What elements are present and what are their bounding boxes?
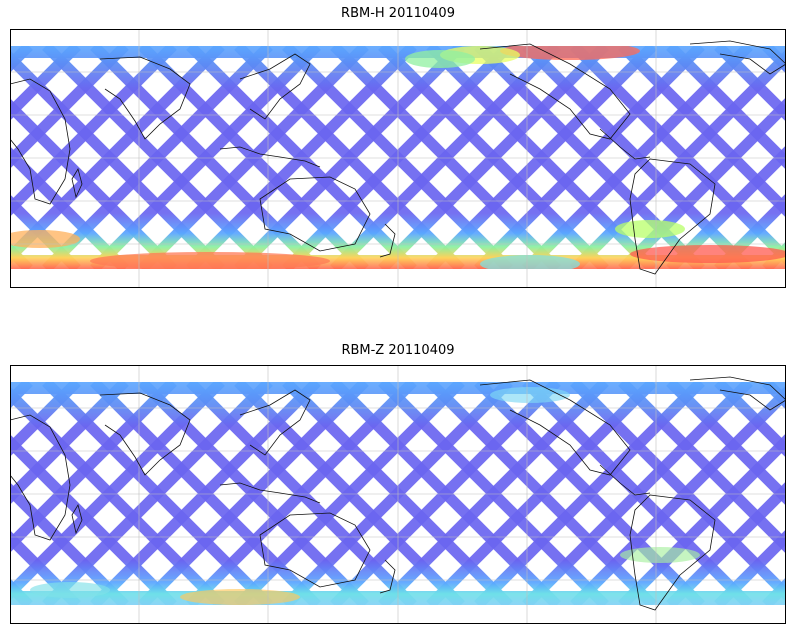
elevated-value-region	[490, 387, 570, 403]
coastline	[10, 414, 71, 541]
swath-descending	[666, 46, 786, 170]
panel-title-rbm-h: RBM-H 20110409	[341, 6, 455, 21]
elevated-value-region	[180, 589, 300, 605]
coastline	[629, 158, 716, 275]
swath-descending	[618, 46, 786, 218]
coastline	[71, 167, 83, 199]
swath-coverage	[10, 46, 786, 269]
coastline	[689, 376, 786, 411]
high-value-region	[405, 50, 475, 68]
swath-descending	[714, 382, 786, 458]
map-panel-rbm-z	[10, 365, 786, 624]
coastline	[71, 503, 83, 535]
map-panel-rbm-h	[10, 29, 786, 288]
high-value-region	[480, 255, 580, 269]
high-value-region	[630, 245, 786, 263]
high-value-region	[10, 230, 80, 248]
swath-ascending	[714, 193, 786, 269]
gridlines	[10, 29, 786, 288]
elevated-value-region	[30, 582, 110, 598]
coastline	[689, 40, 786, 75]
high-value-region	[500, 46, 640, 60]
map-frame	[10, 29, 786, 288]
coastline	[10, 78, 71, 205]
high-value-region	[90, 252, 330, 269]
coastline	[599, 464, 651, 496]
coastline	[239, 389, 311, 456]
coastline	[99, 56, 191, 140]
coastline	[479, 379, 631, 476]
elevated-value-region	[620, 547, 700, 563]
coastline	[259, 176, 371, 252]
gridlines	[10, 365, 786, 624]
map-rbm-h	[10, 29, 786, 288]
coastline	[379, 559, 396, 594]
coastline	[239, 53, 311, 120]
coastline	[599, 128, 651, 160]
swath-descending	[714, 46, 786, 122]
coastline	[379, 223, 396, 258]
swath-descending	[618, 382, 786, 554]
coastline	[479, 43, 631, 140]
coastline	[259, 512, 371, 588]
swath-ascending	[714, 529, 786, 605]
map-frame	[10, 365, 786, 624]
coastline	[629, 494, 716, 611]
panel-title-rbm-z: RBM-Z 20110409	[341, 343, 455, 358]
map-rbm-z	[10, 365, 786, 624]
coastline	[219, 146, 321, 168]
coastlines	[10, 40, 786, 275]
swath-coverage	[10, 382, 786, 605]
swath-descending	[666, 382, 786, 506]
coastline	[99, 392, 191, 476]
coastline	[219, 482, 321, 504]
high-value-region	[615, 220, 685, 238]
coastlines	[10, 376, 786, 611]
